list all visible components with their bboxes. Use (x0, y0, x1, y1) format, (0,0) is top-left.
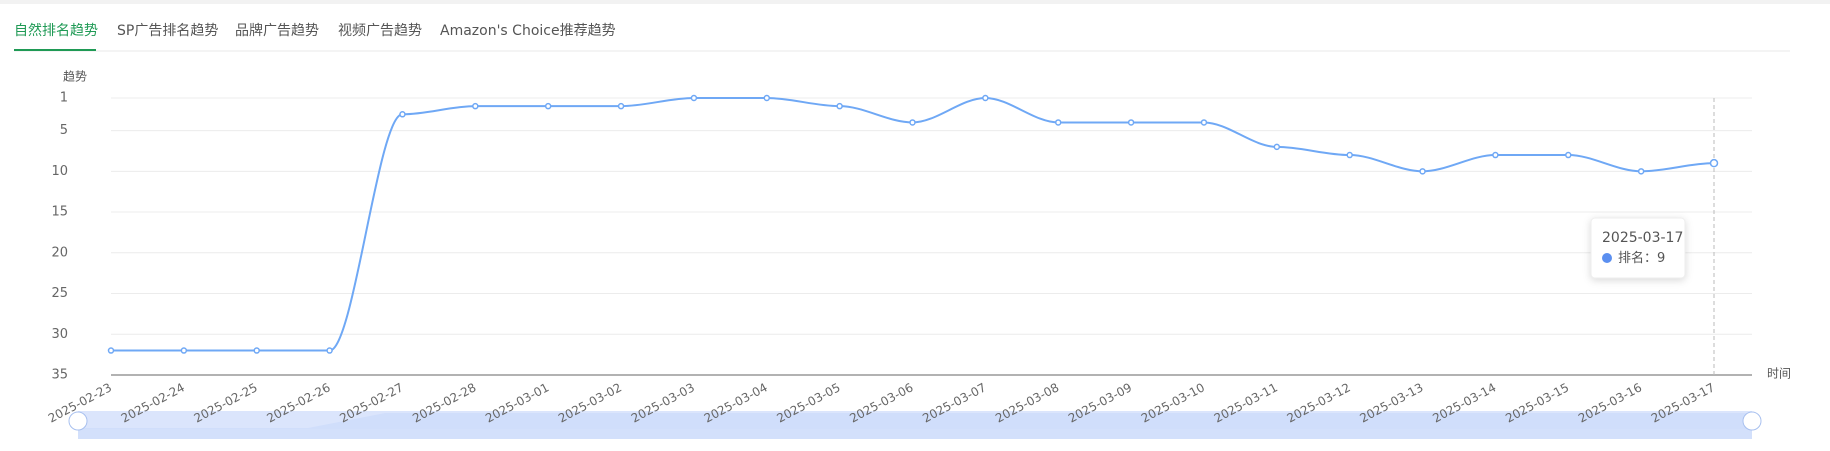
tab[interactable]: 自然排名趋势 (14, 22, 98, 39)
point (326, 347, 333, 354)
tooltip: 2025-03-17 排名：9 (1590, 217, 1686, 279)
point (763, 94, 771, 102)
tooltip-text: 排名：9 (1618, 250, 1665, 266)
point (544, 102, 552, 110)
x-axis-label: 时间 (1767, 367, 1791, 381)
y-tick-label: 1 (60, 91, 68, 106)
point (1709, 158, 1719, 168)
tooltip-value: 9 (1657, 251, 1665, 266)
top-shadow (0, 0, 1830, 4)
tooltip-label: 排名： (1618, 250, 1657, 266)
point (1273, 143, 1281, 151)
point (1492, 151, 1499, 159)
point (1419, 168, 1426, 175)
point (1637, 168, 1645, 175)
point (1054, 119, 1062, 126)
y-tick-label: 5 (60, 123, 68, 138)
y-tick-label: 35 (51, 368, 68, 383)
point (982, 94, 989, 102)
y-tick-label: 25 (51, 286, 68, 301)
point (690, 94, 698, 102)
y-tick-label: 30 (51, 327, 68, 342)
y-tick-label: 20 (51, 245, 68, 260)
point (909, 119, 916, 126)
point (1200, 119, 1208, 126)
series-line (110, 96, 1715, 352)
y-tick-label: 15 (51, 205, 68, 220)
data-zoom[interactable] (68, 411, 1762, 439)
tooltip-box (1590, 217, 1686, 279)
y-tick-label: 10 (51, 164, 68, 179)
zoom-handle-left[interactable] (68, 411, 88, 431)
tooltip-marker (1602, 253, 1612, 263)
tab[interactable]: 视频广告趋势 (338, 23, 422, 39)
tab[interactable]: 品牌广告趋势 (235, 22, 319, 39)
zoom-handle-right[interactable] (1742, 411, 1762, 431)
point (253, 347, 260, 354)
tooltip-title: 2025-03-17 (1602, 230, 1683, 246)
point (180, 347, 188, 354)
point (399, 111, 406, 118)
tab[interactable]: SP广告排名趋势 (117, 23, 218, 39)
zoom-window (78, 411, 1752, 429)
point (1565, 151, 1572, 159)
point (107, 347, 115, 354)
point (617, 102, 625, 110)
point (472, 102, 479, 110)
point (1127, 119, 1135, 126)
y-axis-label: 趋势 (63, 70, 87, 84)
tab-underline (14, 49, 96, 51)
point (1346, 151, 1353, 159)
tab[interactable]: Amazon's Choice推荐趋势 (440, 23, 616, 39)
point (836, 102, 843, 110)
